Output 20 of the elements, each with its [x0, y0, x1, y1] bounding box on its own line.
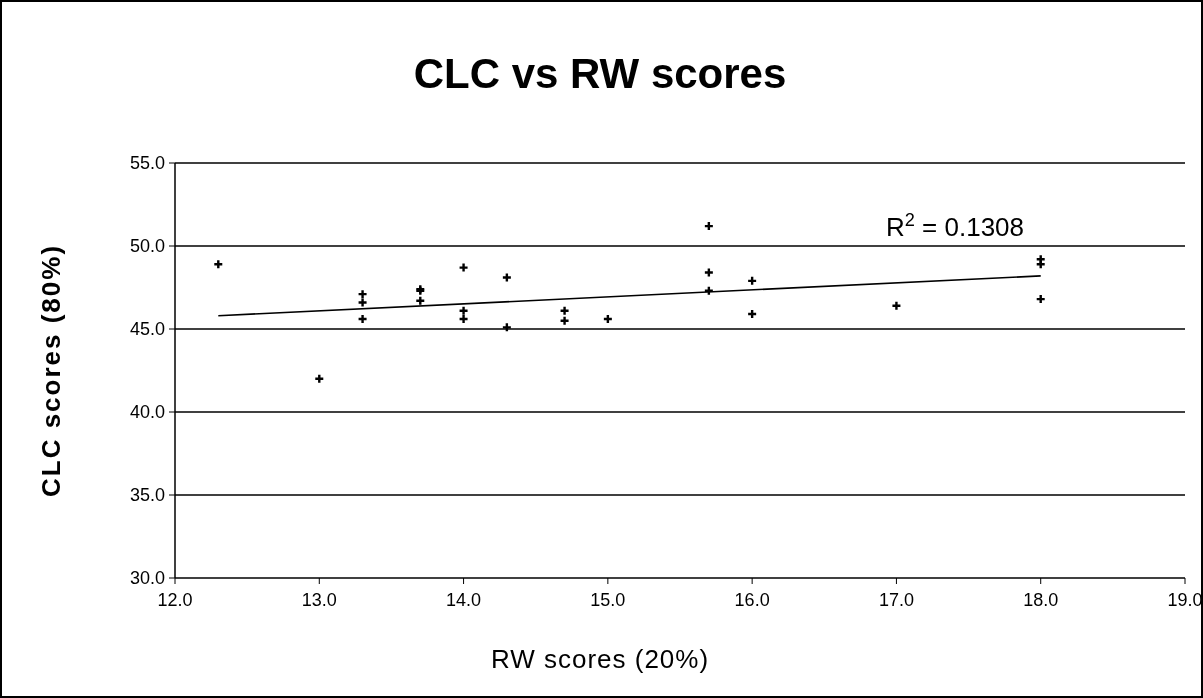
- y-axis-title: CLC scores (80%): [36, 243, 66, 498]
- x-tick-label: 18.0: [1023, 590, 1059, 610]
- x-tick-label: 12.0: [157, 590, 193, 610]
- y-tick-label: 50.0: [129, 236, 165, 257]
- x-tick-label: 15.0: [590, 590, 626, 610]
- y-tick-label: 40.0: [129, 402, 165, 423]
- x-axis-title: RW scores (20%): [490, 644, 710, 674]
- y-tick-label: 45.0: [129, 319, 165, 340]
- y-tick-label: 35.0: [129, 485, 165, 506]
- point: [458, 262, 469, 273]
- x-tick-label: 14.0: [446, 590, 482, 610]
- x-tick-label: 13.0: [301, 590, 337, 610]
- y-tick-label: 30.0: [129, 568, 165, 589]
- chart-title: CLC vs RW scores: [413, 50, 787, 97]
- x-tick-label: 17.0: [878, 590, 914, 610]
- x-tick-label: 16.0: [734, 590, 770, 610]
- x-tick-label: 19.0: [1167, 590, 1203, 610]
- y-tick-label: 55.0: [129, 153, 165, 174]
- point: [357, 297, 368, 308]
- annotation: R$^{2}$ = 0.1308: [885, 210, 1025, 242]
